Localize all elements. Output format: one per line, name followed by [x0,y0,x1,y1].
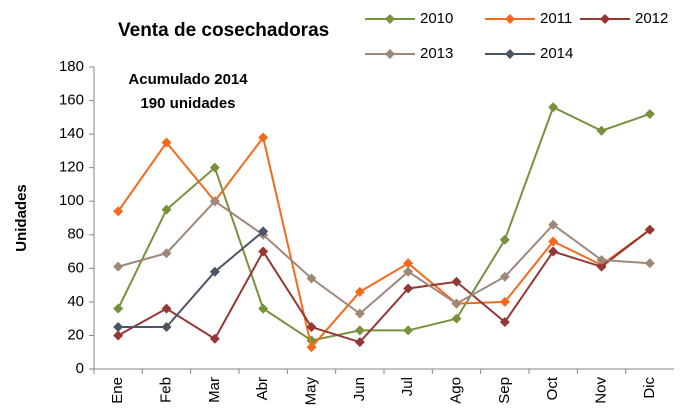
series-line [117,105,651,342]
point [403,283,414,294]
x-tick-label: May [302,377,319,406]
series-line [118,230,264,329]
legend-marker [385,49,395,59]
x-tick-label: Abr [254,377,271,400]
y-tick-label: 40 [67,293,84,310]
series-line [117,228,651,344]
y-tick-label: 80 [67,226,84,243]
point [596,261,607,272]
x-tick-label: Ene [109,377,126,404]
point [548,236,559,247]
point [161,322,172,333]
legend-label: 2014 [540,45,573,62]
legend-marker [600,14,610,24]
legend-label: 2013 [420,45,453,62]
series-line [117,199,650,315]
point [354,325,365,336]
y-tick-label: 0 [76,360,84,377]
x-tick-label: Sep [496,377,513,404]
point [113,330,124,341]
point [499,271,510,282]
point [548,102,559,113]
point [306,322,317,333]
y-tick-label: 120 [59,159,84,176]
legend-label: 2010 [420,10,453,27]
x-tick-label: Jun [351,377,368,401]
point [113,261,124,272]
point [306,342,317,353]
point [209,333,220,344]
point [161,248,172,259]
y-tick-label: 180 [59,58,84,75]
point [644,224,655,235]
y-tick-label: 60 [67,259,84,276]
point [161,204,172,215]
legend-marker [505,14,515,24]
point [113,303,124,314]
point [644,258,655,269]
series-line [117,135,651,350]
point [306,273,317,284]
point [596,125,607,136]
point [258,132,269,143]
x-tick-label: Feb [157,377,174,403]
x-tick-label: Dic [641,377,658,399]
point [258,246,269,257]
point [258,303,269,314]
legend-marker [505,49,515,59]
y-tick-label: 140 [59,125,84,142]
x-tick-label: Ago [447,377,464,404]
point [499,317,510,328]
point [644,108,655,119]
point [548,219,559,230]
point [354,286,365,297]
point [354,337,365,348]
point [113,206,124,217]
x-tick-label: Oct [544,376,561,400]
point [548,246,559,257]
annotation: 190 unidades [140,95,235,112]
x-tick-label: Mar [206,377,223,403]
x-tick-label: Jul [399,377,416,396]
chart-title: Venta de cosechadoras [118,20,329,41]
point [209,196,220,207]
point [403,325,414,336]
point [258,226,269,237]
legend-label: 2011 [540,10,572,27]
point [451,298,462,309]
y-axis-label: Unidades [13,184,30,252]
point [499,296,510,307]
point [209,162,220,173]
legend-label: 2012 [635,10,668,27]
y-tick-label: 160 [59,92,84,109]
point [403,266,414,277]
point [161,303,172,314]
point [451,313,462,324]
point [596,254,607,265]
legend-marker [385,14,395,24]
point [161,137,172,148]
point [209,266,220,277]
point [499,234,510,245]
annotation: Acumulado 2014 [128,71,248,88]
y-tick-label: 20 [67,326,84,343]
x-tick-label: Nov [592,377,609,404]
point [113,322,124,333]
point [451,276,462,287]
y-tick-label: 100 [59,192,84,209]
point [354,308,365,319]
point [403,258,414,269]
